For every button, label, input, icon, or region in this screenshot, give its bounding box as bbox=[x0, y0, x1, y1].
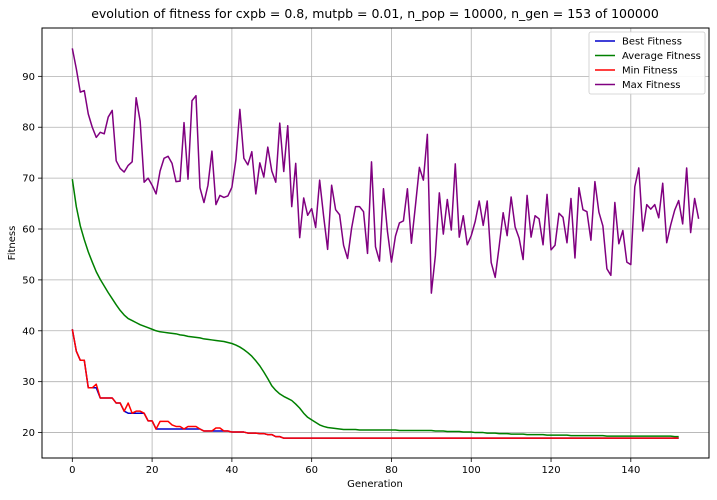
x-tick-label: 100 bbox=[462, 465, 481, 476]
x-axis-label: Generation bbox=[347, 479, 403, 490]
x-tick-label: 80 bbox=[385, 465, 398, 476]
x-tick-label: 60 bbox=[305, 465, 318, 476]
x-tick-label: 40 bbox=[226, 465, 239, 476]
series-line-max-fitness bbox=[71, 48, 700, 294]
series-line-average-fitness bbox=[71, 179, 679, 438]
y-axis-label: Fitness bbox=[7, 226, 18, 261]
y-tick-label: 20 bbox=[22, 428, 35, 439]
x-tick-label: 140 bbox=[621, 465, 640, 476]
y-tick-label: 50 bbox=[22, 275, 35, 286]
legend-label: Min Fitness bbox=[622, 66, 678, 77]
legend: Best Fitness Average Fitness Min Fitness Ma… bbox=[588, 31, 706, 95]
series-line-min-fitness bbox=[71, 329, 679, 439]
y-tick-label: 60 bbox=[22, 225, 35, 236]
y-tick-label: 90 bbox=[22, 72, 35, 83]
axis-ticks: 0 20 40 60 80 100 120 140 20 30 40 50 60 70 80 90 bbox=[22, 72, 640, 476]
legend-label: Average Fitness bbox=[622, 51, 701, 62]
y-tick-label: 70 bbox=[22, 174, 35, 185]
legend-label: Max Fitness bbox=[622, 80, 681, 91]
y-tick-label: 30 bbox=[22, 377, 35, 388]
plot-area bbox=[41, 27, 710, 459]
grid-lines bbox=[42, 28, 709, 458]
series-lines bbox=[71, 48, 700, 439]
y-tick-label: 40 bbox=[22, 326, 35, 337]
legend-box bbox=[588, 31, 706, 95]
y-tick-label: 80 bbox=[22, 123, 35, 134]
x-tick-label: 20 bbox=[146, 465, 159, 476]
chart-title: evolution of fitness for cxpb = 0.8, mut… bbox=[91, 6, 659, 21]
legend-label: Best Fitness bbox=[622, 37, 682, 48]
x-tick-label: 0 bbox=[69, 465, 75, 476]
x-tick-label: 120 bbox=[541, 465, 560, 476]
